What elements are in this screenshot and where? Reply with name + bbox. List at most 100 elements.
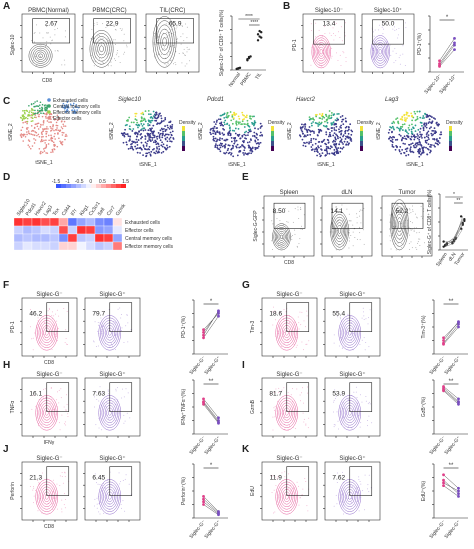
cell-point — [230, 153, 232, 156]
flow-event — [107, 389, 109, 391]
flow-event — [359, 210, 361, 212]
cell-point — [152, 134, 155, 137]
cell-point — [302, 144, 305, 147]
flow-event — [31, 338, 33, 340]
flow-event — [32, 62, 34, 64]
cell-point — [219, 150, 222, 153]
cell-point — [305, 128, 308, 131]
flow-event — [99, 484, 101, 486]
flow-event — [305, 343, 307, 345]
cell-point — [36, 125, 39, 128]
flow-event — [274, 511, 276, 513]
flow-event — [277, 332, 279, 334]
cell-point — [426, 153, 429, 156]
cell-point — [44, 106, 46, 109]
cell-point — [304, 126, 307, 128]
cell-point — [336, 113, 339, 115]
flow-event — [333, 505, 335, 507]
cell-point — [58, 116, 60, 119]
cell-point — [154, 119, 157, 122]
data-point — [453, 48, 456, 51]
flow-event — [402, 207, 404, 209]
flow-gate — [46, 466, 70, 496]
cell-point — [53, 135, 55, 138]
flow-event — [297, 316, 299, 318]
heatmap-cell — [85, 217, 96, 227]
flow-event — [305, 481, 307, 483]
flow-event — [98, 58, 100, 60]
flow-event — [340, 65, 342, 67]
flow-event — [282, 335, 284, 337]
flow-event — [115, 388, 117, 390]
cell-point — [26, 133, 28, 136]
flow-event — [123, 40, 125, 42]
cell-point — [329, 147, 332, 150]
cell-point — [437, 123, 440, 126]
cell-point — [419, 150, 422, 153]
flow-event — [100, 37, 102, 39]
flow-event — [35, 65, 37, 67]
cell-point — [140, 116, 143, 119]
significance-mark: * — [446, 15, 449, 21]
cell-point — [342, 143, 344, 145]
flow-event — [110, 65, 112, 67]
heatmap-cell — [13, 217, 24, 227]
flow-event — [393, 26, 395, 28]
cell-point — [400, 118, 403, 120]
cell-point — [169, 136, 172, 139]
flow-event — [300, 206, 302, 208]
flow-event — [363, 243, 365, 245]
cell-point — [422, 151, 425, 154]
cell-point — [396, 126, 399, 129]
cell-point — [152, 141, 155, 144]
cell-point — [233, 139, 236, 142]
cell-point — [139, 152, 141, 154]
flow-event — [181, 62, 183, 64]
cell-point — [432, 138, 434, 140]
flow-event — [128, 483, 130, 485]
cell-point — [215, 121, 218, 123]
cell-point — [321, 140, 323, 143]
flow-event — [333, 39, 335, 41]
flow-event — [342, 513, 344, 515]
flow-event — [65, 337, 67, 339]
cell-point — [59, 140, 61, 143]
cell-point — [223, 123, 226, 126]
cell-point — [436, 142, 438, 145]
flow-event — [369, 403, 371, 405]
cell-point — [148, 120, 150, 123]
cell-point — [137, 126, 139, 129]
cell-point — [405, 154, 407, 157]
flow-event — [51, 40, 53, 42]
flow-event — [54, 29, 56, 31]
flow-event — [47, 310, 49, 312]
flow-event — [363, 337, 365, 339]
cell-point — [339, 147, 342, 149]
cell-point — [251, 135, 254, 137]
cell-point — [140, 128, 143, 131]
cell-point — [234, 132, 237, 135]
cell-point — [391, 144, 394, 146]
flow-event — [397, 34, 399, 36]
flow-gate — [93, 18, 131, 44]
contour-ring — [278, 232, 285, 241]
flow-event — [362, 307, 364, 309]
flow-y-label: EdU — [250, 486, 256, 496]
flow-event — [346, 208, 348, 210]
flow-event — [273, 391, 275, 393]
cell-point — [50, 127, 52, 129]
contour-ring — [378, 49, 382, 55]
flow-event — [186, 37, 188, 39]
cell-point — [410, 128, 413, 131]
data-point — [442, 385, 445, 388]
flow-scatter — [90, 22, 128, 67]
heatmap-cell — [76, 217, 87, 227]
cell-point — [158, 135, 161, 138]
flow-event — [54, 50, 56, 52]
cell-point — [344, 132, 347, 135]
heatmap-cell — [58, 241, 69, 251]
flow-event — [163, 47, 165, 49]
gate-percentage: 53.9 — [332, 390, 345, 397]
flow-event — [115, 43, 117, 45]
summary-category: Siglec-G⁺ — [203, 435, 222, 456]
